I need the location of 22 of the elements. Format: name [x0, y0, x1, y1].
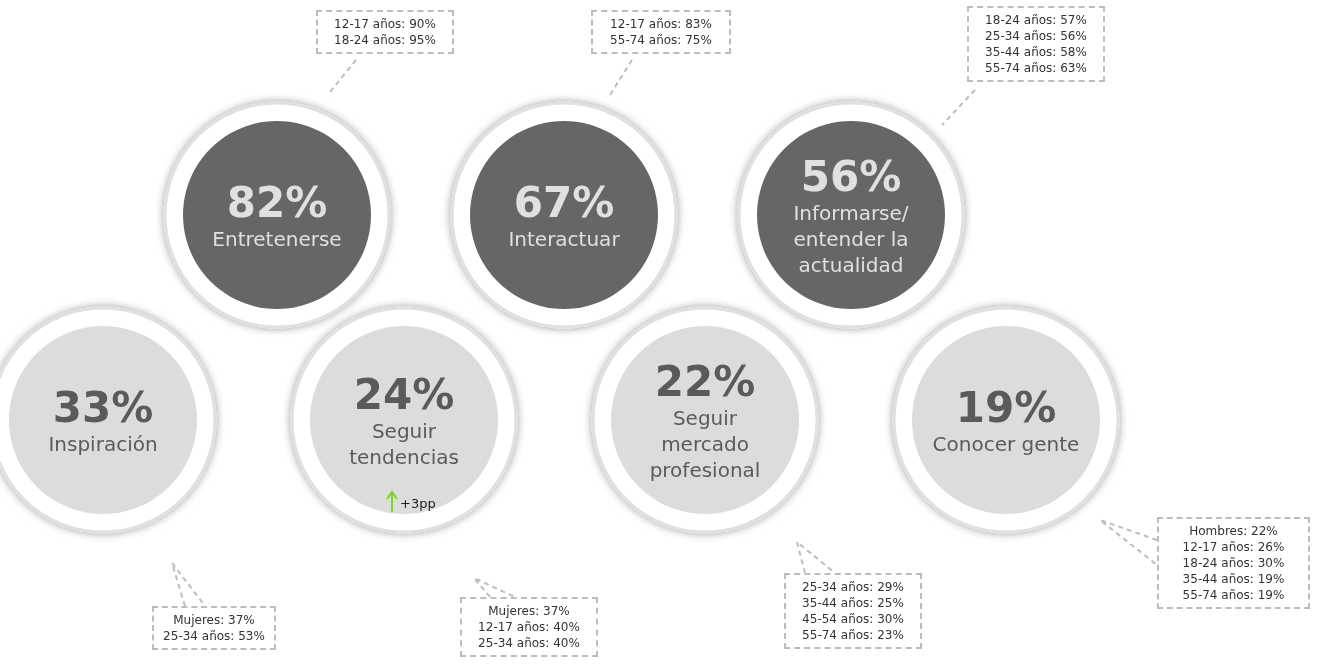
text: Hombres: 22% 12-17 años: 26% 18-24 años: 30% 35-44 años: 19% 55-74 años: 19%: [1182, 524, 1285, 602]
text: 25-34 años: 29% 35-44 años: 25% 45-54 años: 30% 55-74 años: 23%: [802, 580, 904, 642]
category-label: Seguir tendencias: [349, 419, 459, 469]
data-label: 67%: [513, 177, 615, 227]
data-label: 56%: [800, 151, 902, 201]
category-label: Conocer gente: [932, 432, 1080, 456]
text: +3pp: [400, 496, 436, 511]
data-label: 24%: [353, 369, 455, 419]
data-label: 22%: [654, 356, 756, 406]
category-label: Informarse/ entender la actualidad: [793, 201, 909, 277]
text: 12-17 años: 83% 55-74 años: 75%: [610, 17, 712, 47]
text: 18-24 años: 57% 25-34 años: 56% 35-44 años: 58% 55-74 años: 63%: [985, 13, 1087, 75]
text: 12-17 años: 90% 18-24 años: 95%: [334, 17, 436, 47]
data-label: 82%: [226, 177, 328, 227]
text: Mujeres: 37% 25-34 años: 53%: [163, 613, 265, 643]
category-label: Inspiración: [48, 432, 158, 456]
data-label: 19%: [955, 382, 1057, 432]
category-label: Entretenerse: [212, 227, 342, 251]
category-label: Seguir mercado profesional: [649, 406, 761, 482]
category-label: Interactuar: [508, 227, 621, 251]
data-label: 33%: [52, 382, 154, 432]
text: Mujeres: 37% 12-17 años: 40% 25-34 años: 40%: [478, 604, 580, 650]
